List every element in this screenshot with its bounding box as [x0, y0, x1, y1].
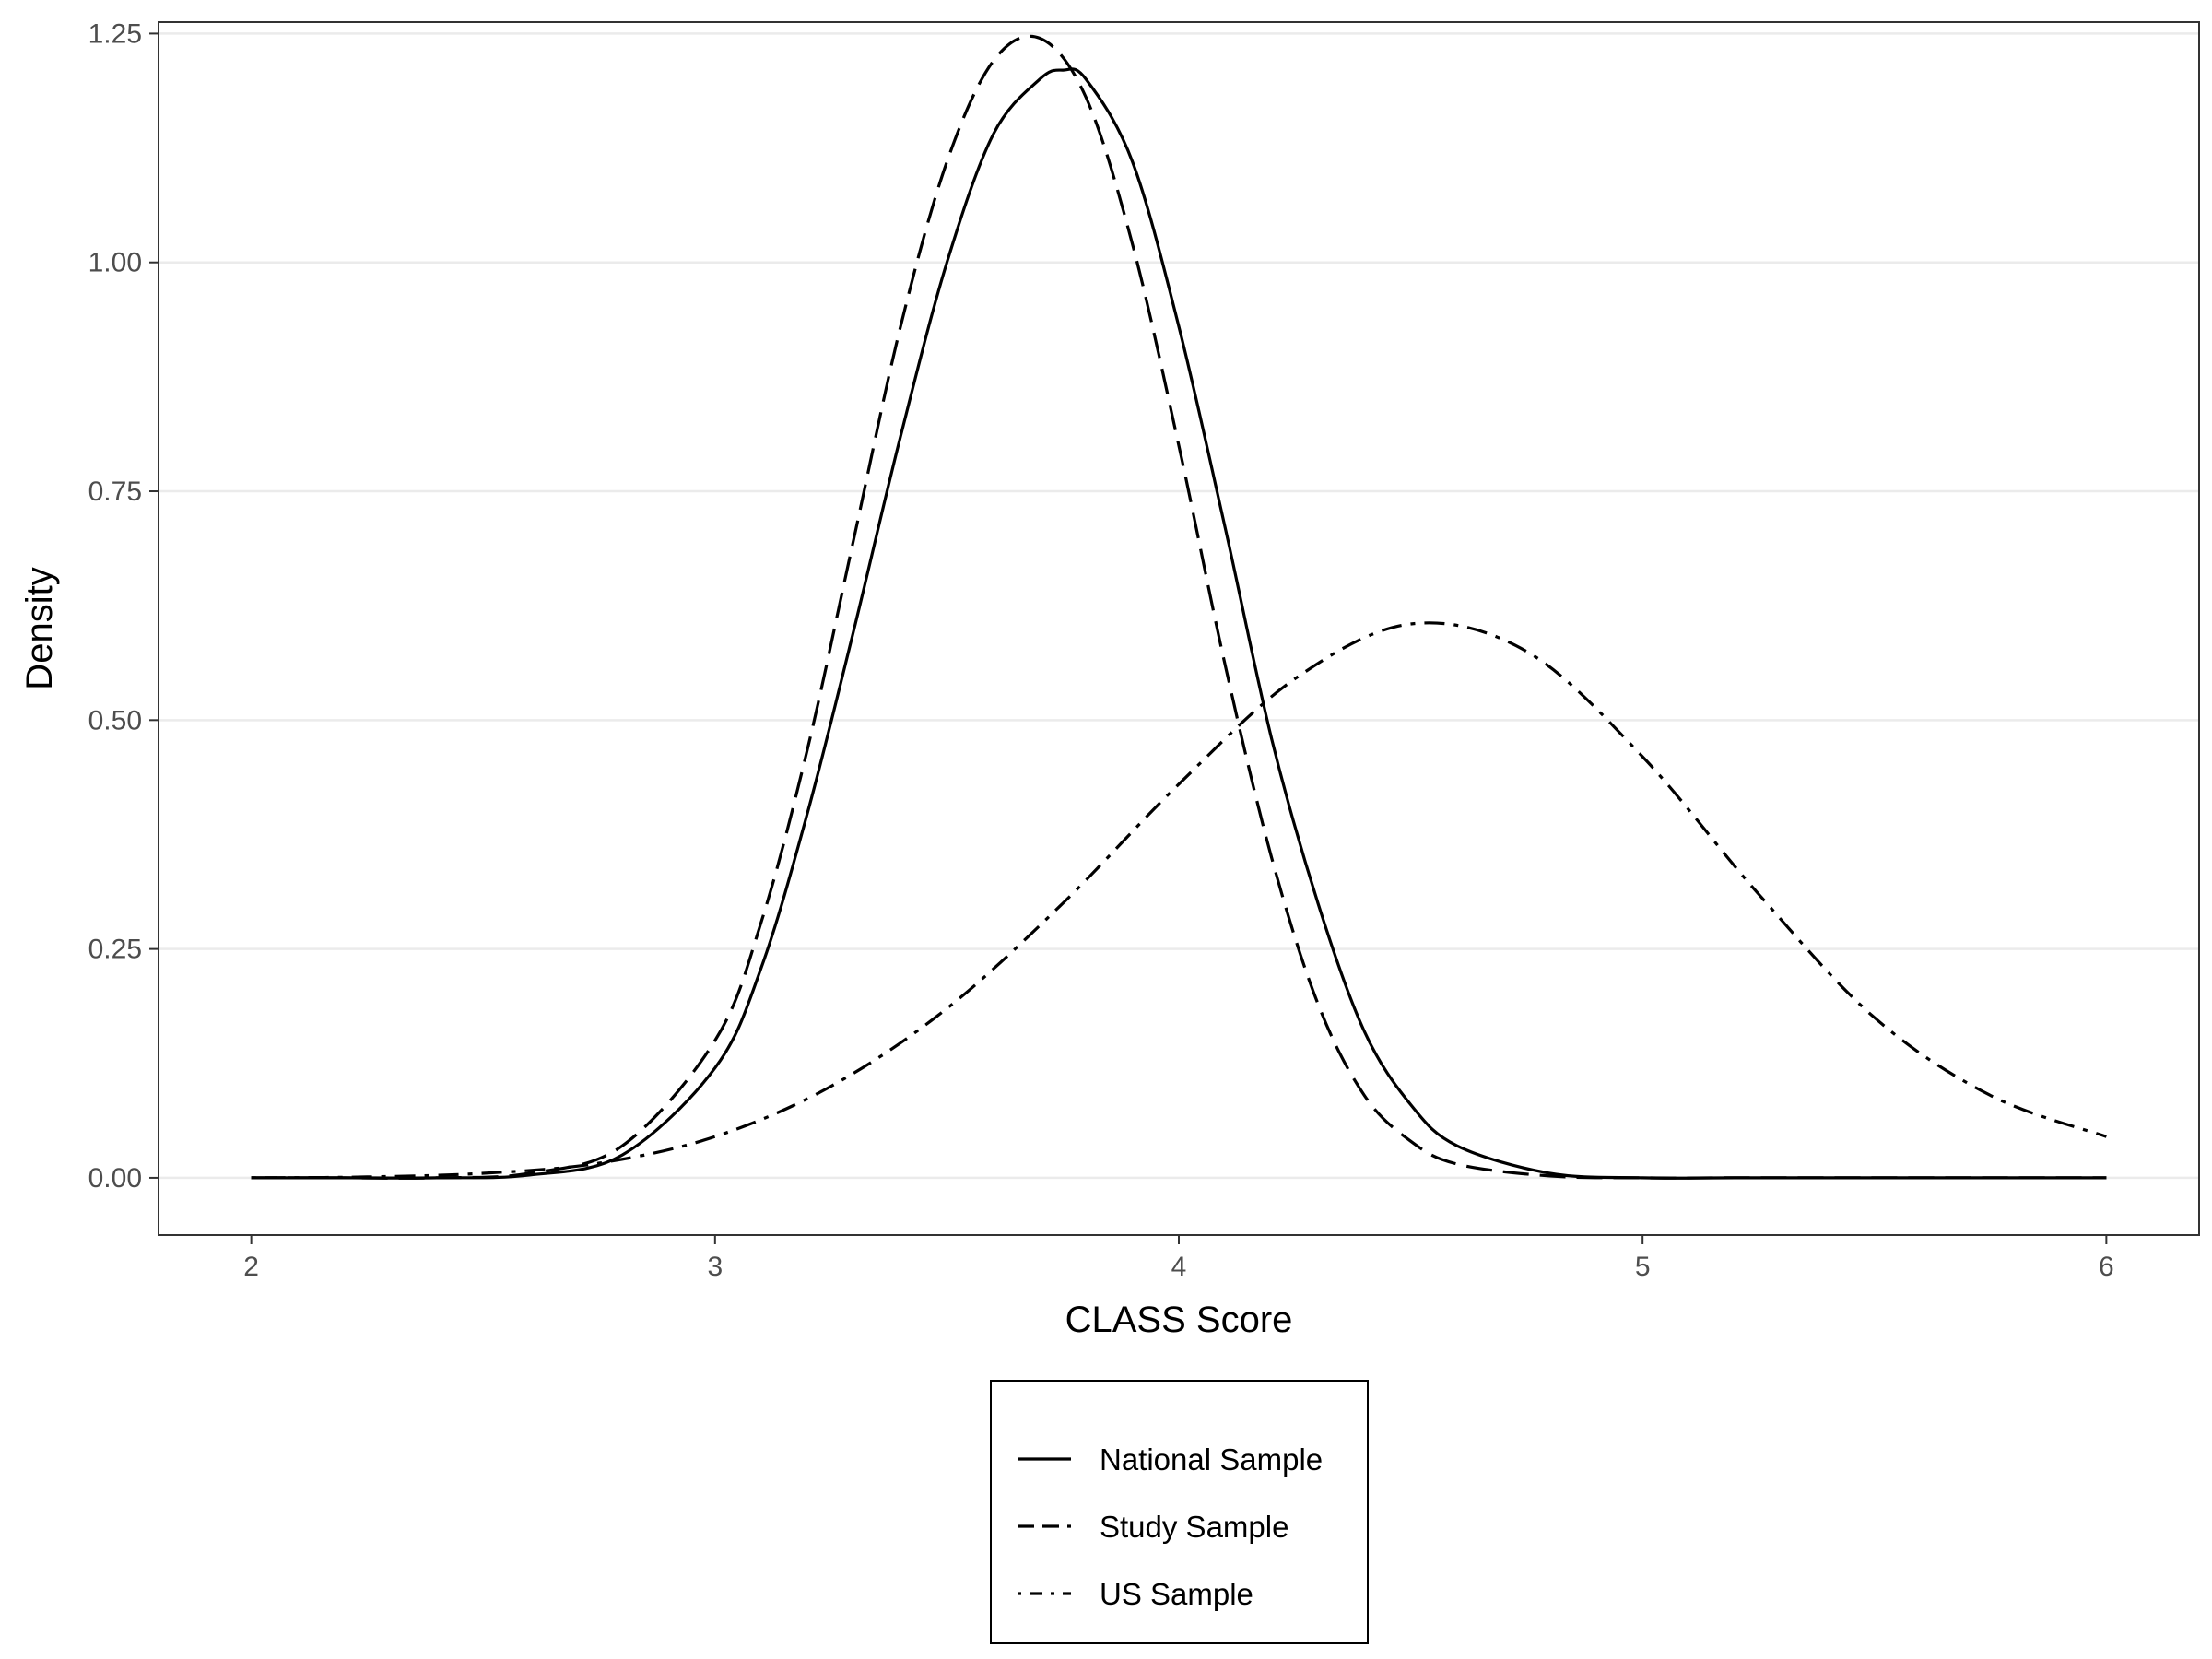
- legend: National Sample Study Sample US Sample: [990, 1380, 1369, 1644]
- y-axis-title: Density: [19, 567, 60, 689]
- x-tick-label: 3: [707, 1252, 723, 1282]
- legend-label: National Sample: [1100, 1442, 1323, 1477]
- y-tick-label: 1.25: [88, 18, 142, 49]
- x-tick-label: 6: [2099, 1252, 2114, 1282]
- legend-label: Study Sample: [1100, 1510, 1288, 1544]
- x-tick-label: 5: [1635, 1252, 1651, 1282]
- x-axis: 2 3 4 5 6: [243, 1235, 2114, 1282]
- x-axis-title: CLASS Score: [1065, 1300, 1293, 1340]
- series-line-study-sample: [251, 34, 2107, 1180]
- series-line-us-sample: [251, 621, 2107, 1180]
- y-tick-label: 0.50: [88, 705, 142, 735]
- series-lines: [251, 34, 2107, 1180]
- legend-box: [990, 1380, 1369, 1644]
- legend-label: US Sample: [1100, 1577, 1253, 1611]
- y-axis: 0.00 0.25 0.50 0.75 1.00 1.25: [88, 18, 159, 1194]
- series-line-national-sample: [251, 67, 2107, 1180]
- x-tick-label: 4: [1171, 1252, 1187, 1282]
- y-tick-label: 0.75: [88, 477, 142, 507]
- y-tick-label: 1.00: [88, 248, 142, 278]
- x-tick-label: 2: [243, 1252, 259, 1282]
- y-tick-label: 0.00: [88, 1163, 142, 1194]
- y-tick-label: 0.25: [88, 935, 142, 965]
